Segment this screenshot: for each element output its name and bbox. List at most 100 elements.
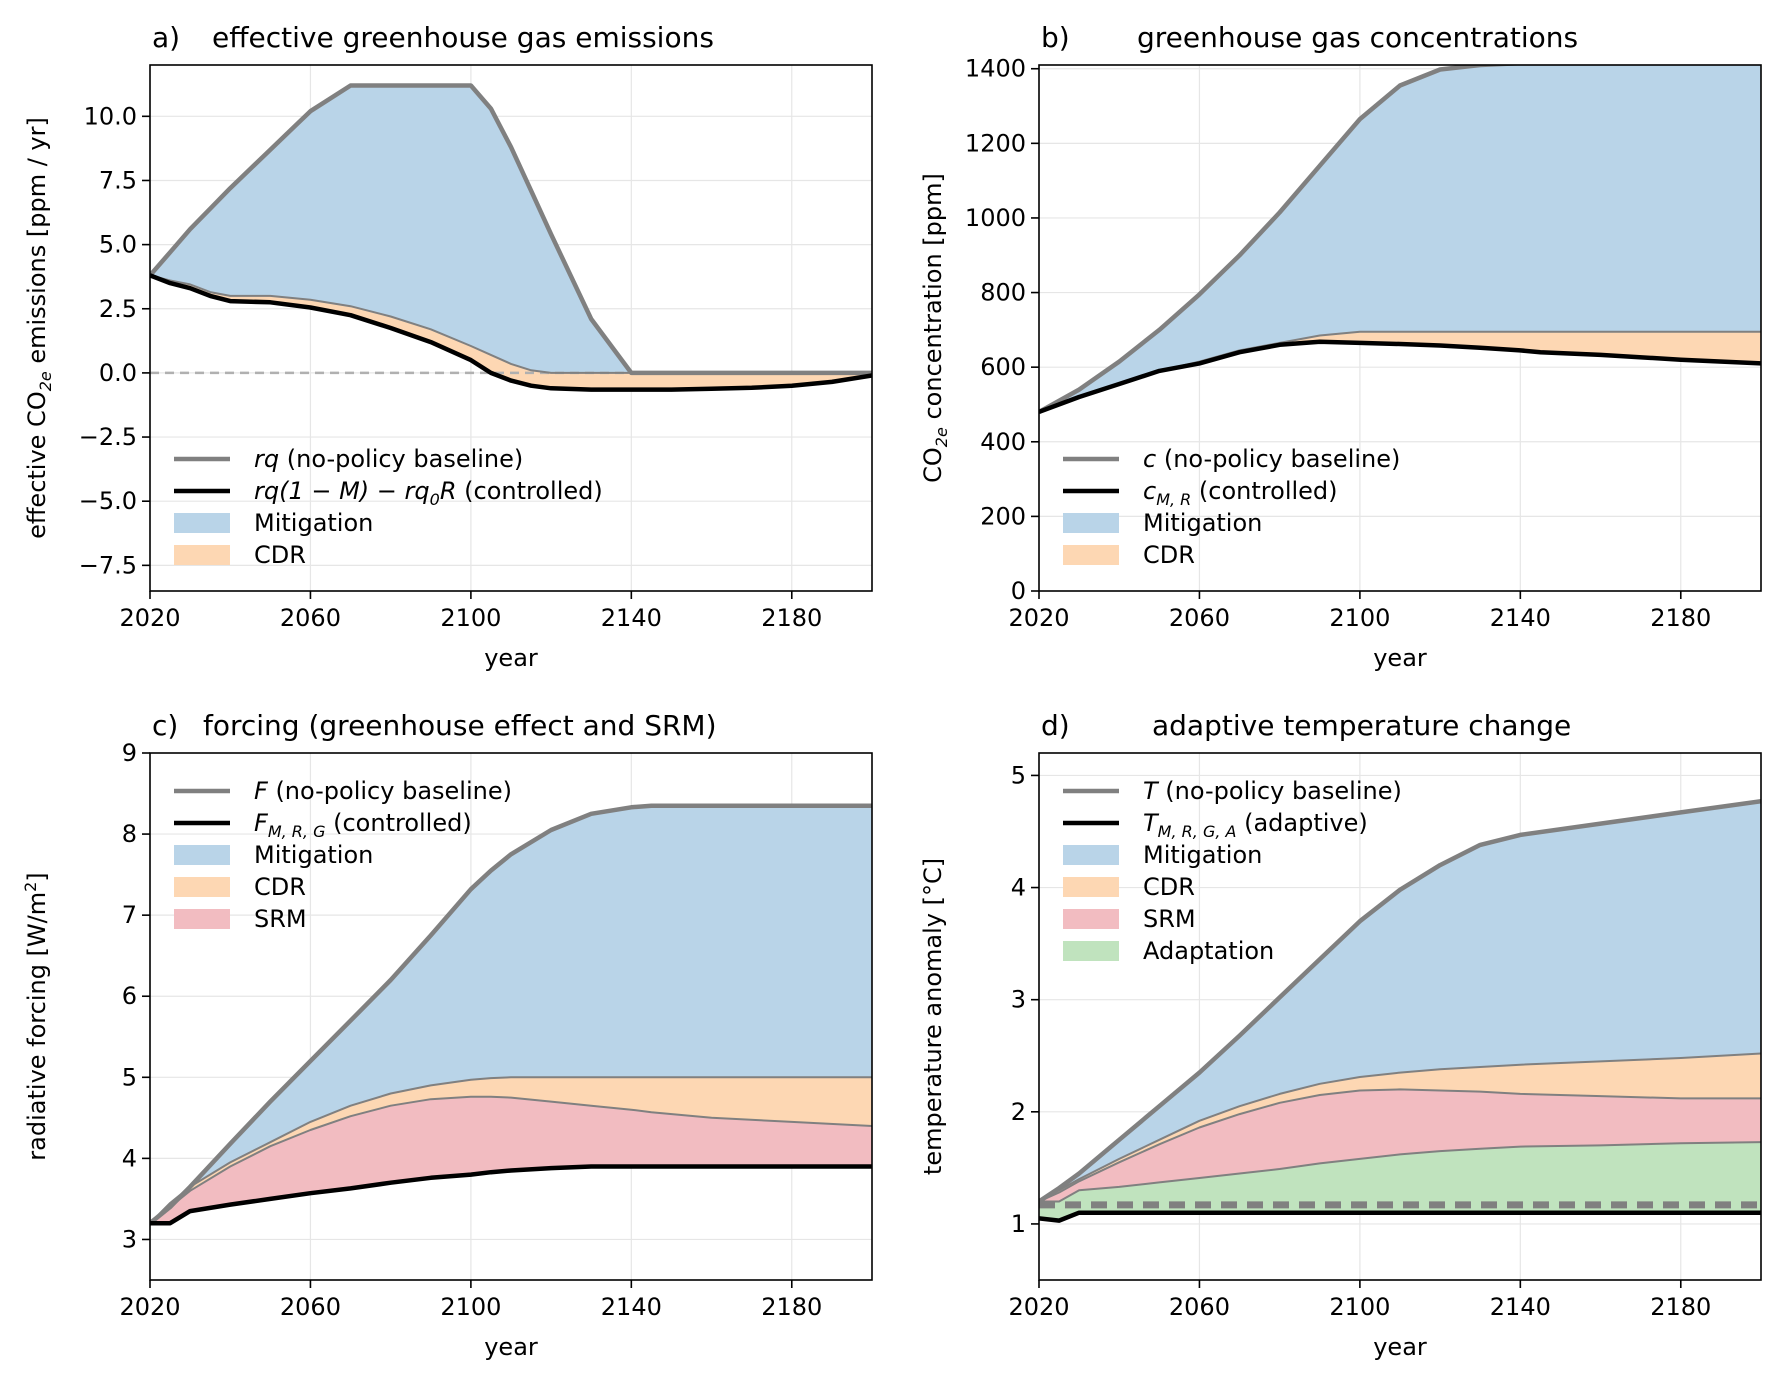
x-tick-label: 2180 — [1650, 604, 1711, 632]
legend-baseline: rq (no-policy baseline) — [174, 445, 523, 473]
x-tick-label: 2140 — [1490, 604, 1551, 632]
y-tick-label: −2.5 — [79, 423, 137, 451]
y-tick-label: 600 — [980, 353, 1026, 381]
legend-mitigation: Mitigation — [174, 509, 373, 537]
legend-baseline: T (no-policy baseline) — [1063, 777, 1402, 805]
legend-mitigation-swatch — [174, 845, 230, 865]
legend-mitigation-swatch — [174, 513, 230, 533]
legend-controlled-label: TM, R, G, A (adaptive) — [1143, 809, 1368, 841]
x-tick-label: 2020 — [1008, 1293, 1069, 1321]
controlled-series-line — [1039, 339, 1761, 415]
legend: c (no-policy baseline) cM, R (controlled)… — [1063, 445, 1400, 569]
mitigation-band — [150, 85, 872, 373]
legend-cdr-label: CDR — [254, 873, 306, 901]
legend-controlled-label: FM, R, G (controlled) — [254, 809, 472, 841]
legend-mitigation: Mitigation — [174, 841, 373, 869]
y-tick-label: 6 — [122, 982, 137, 1010]
legend-srm-label: SRM — [254, 905, 307, 933]
plot-area — [150, 83, 872, 392]
x-tick-label: 2100 — [1329, 1293, 1390, 1321]
y-axis-label: radiative forcing [W/m2] — [21, 872, 51, 1160]
srm-band — [150, 1096, 872, 1224]
legend: T (no-policy baseline) TM, R, G, A (adapt… — [1063, 777, 1402, 965]
x-tick-label: 2100 — [440, 604, 501, 632]
y-tick-label: 8 — [122, 820, 137, 848]
y-tick-label: −5.0 — [79, 487, 137, 515]
legend-mitigation-label: Mitigation — [254, 841, 373, 869]
axes-frame — [1038, 64, 1762, 592]
panel-a: 2020 2060 2100 2140 2180 −7.5 −5.0 −2.5 0.0 2.5 5.… — [23, 21, 873, 672]
x-axis-label: year — [1373, 1333, 1427, 1361]
legend-cdr-label: CDR — [1143, 541, 1195, 569]
x-axis-label: year — [484, 1333, 538, 1361]
x-tick-label: 2060 — [1169, 1293, 1230, 1321]
panel-label: b) — [1041, 21, 1070, 54]
y-tick-label: 4 — [1011, 874, 1026, 902]
panel-title: effective greenhouse gas emissions — [212, 21, 714, 54]
legend-srm-swatch — [174, 909, 230, 929]
panel-label: a) — [152, 21, 180, 54]
boundary-line — [1039, 1052, 1761, 1203]
legend-srm: SRM — [174, 905, 307, 933]
y-tick-label: 2.5 — [99, 295, 137, 323]
cdr-band — [1039, 1053, 1761, 1202]
y-tick-label: 5 — [1011, 761, 1026, 789]
y-tick-label: 7 — [122, 901, 137, 929]
legend-mitigation: Mitigation — [1063, 509, 1262, 537]
y-tick-label: 10.0 — [84, 102, 137, 130]
y-tick-label: 1200 — [965, 129, 1026, 157]
x-tick-label: 2140 — [601, 1293, 662, 1321]
legend-cdr-swatch — [1063, 545, 1119, 565]
legend-srm-swatch — [1063, 909, 1119, 929]
x-tick-label: 2020 — [119, 604, 180, 632]
panel-label: c) — [152, 709, 178, 742]
y-tick-label: 800 — [980, 279, 1026, 307]
baseline-series-line — [150, 803, 872, 1225]
y-tick-label: 4 — [122, 1144, 137, 1172]
legend-controlled: TM, R, G, A (adaptive) — [1063, 809, 1368, 841]
legend-controlled: rq(1 − M) − rq0R (controlled) — [174, 477, 603, 509]
legend-cdr: CDR — [1063, 873, 1195, 901]
legend-mitigation-swatch — [1063, 513, 1119, 533]
x-tick-label: 2180 — [761, 1293, 822, 1321]
legend-baseline: c (no-policy baseline) — [1063, 445, 1400, 473]
panel-label: d) — [1041, 709, 1070, 742]
legend-cdr-swatch — [1063, 877, 1119, 897]
legend: F (no-policy baseline) FM, R, G (controll… — [174, 777, 512, 933]
y-tick-label: 3 — [1011, 986, 1026, 1014]
legend-baseline-label: F (no-policy baseline) — [254, 777, 512, 805]
baseline-series-line — [150, 83, 872, 376]
x-axis-label: year — [1373, 644, 1427, 672]
axes-frame — [149, 64, 873, 592]
boundary-line — [150, 1095, 872, 1224]
boundary-line — [1039, 1141, 1761, 1203]
x-tick-label: 2180 — [761, 604, 822, 632]
panel-c: 2020 2060 2100 2140 2180 3 4 5 6 7 8 9 year radiative… — [21, 709, 873, 1361]
y-axis-label: effective CO2e emissions [ppm / yr] — [23, 117, 55, 539]
y-tick-label: 7.5 — [99, 166, 137, 194]
x-tick-label: 2140 — [601, 604, 662, 632]
cdr-band — [150, 1077, 872, 1224]
legend-controlled: cM, R (controlled) — [1063, 477, 1338, 509]
y-axis-label: CO2e concentration [ppm] — [919, 173, 951, 483]
y-tick-label: −7.5 — [79, 551, 137, 579]
legend-baseline-label: T (no-policy baseline) — [1143, 777, 1402, 805]
legend-baseline-label: rq (no-policy baseline) — [254, 445, 523, 473]
legend-mitigation-swatch — [1063, 845, 1119, 865]
srm-band — [1039, 1089, 1761, 1202]
controlled-series-line — [1039, 1210, 1761, 1223]
x-tick-label: 2060 — [280, 604, 341, 632]
legend-cdr: CDR — [174, 541, 306, 569]
baseline-series-line — [1039, 65, 1761, 414]
legend-cdr: CDR — [1063, 541, 1195, 569]
legend-controlled: FM, R, G (controlled) — [174, 809, 472, 841]
legend-cdr-label: CDR — [254, 541, 306, 569]
legend-cdr: CDR — [174, 873, 306, 901]
y-tick-label: 1400 — [965, 55, 1026, 83]
legend: rq (no-policy baseline) rq(1 − M) − rq0R … — [174, 445, 603, 569]
mitigation-band — [1039, 65, 1761, 412]
legend-mitigation: Mitigation — [1063, 841, 1262, 869]
legend-baseline: F (no-policy baseline) — [174, 777, 512, 805]
baseline-series-line — [1039, 798, 1761, 1204]
